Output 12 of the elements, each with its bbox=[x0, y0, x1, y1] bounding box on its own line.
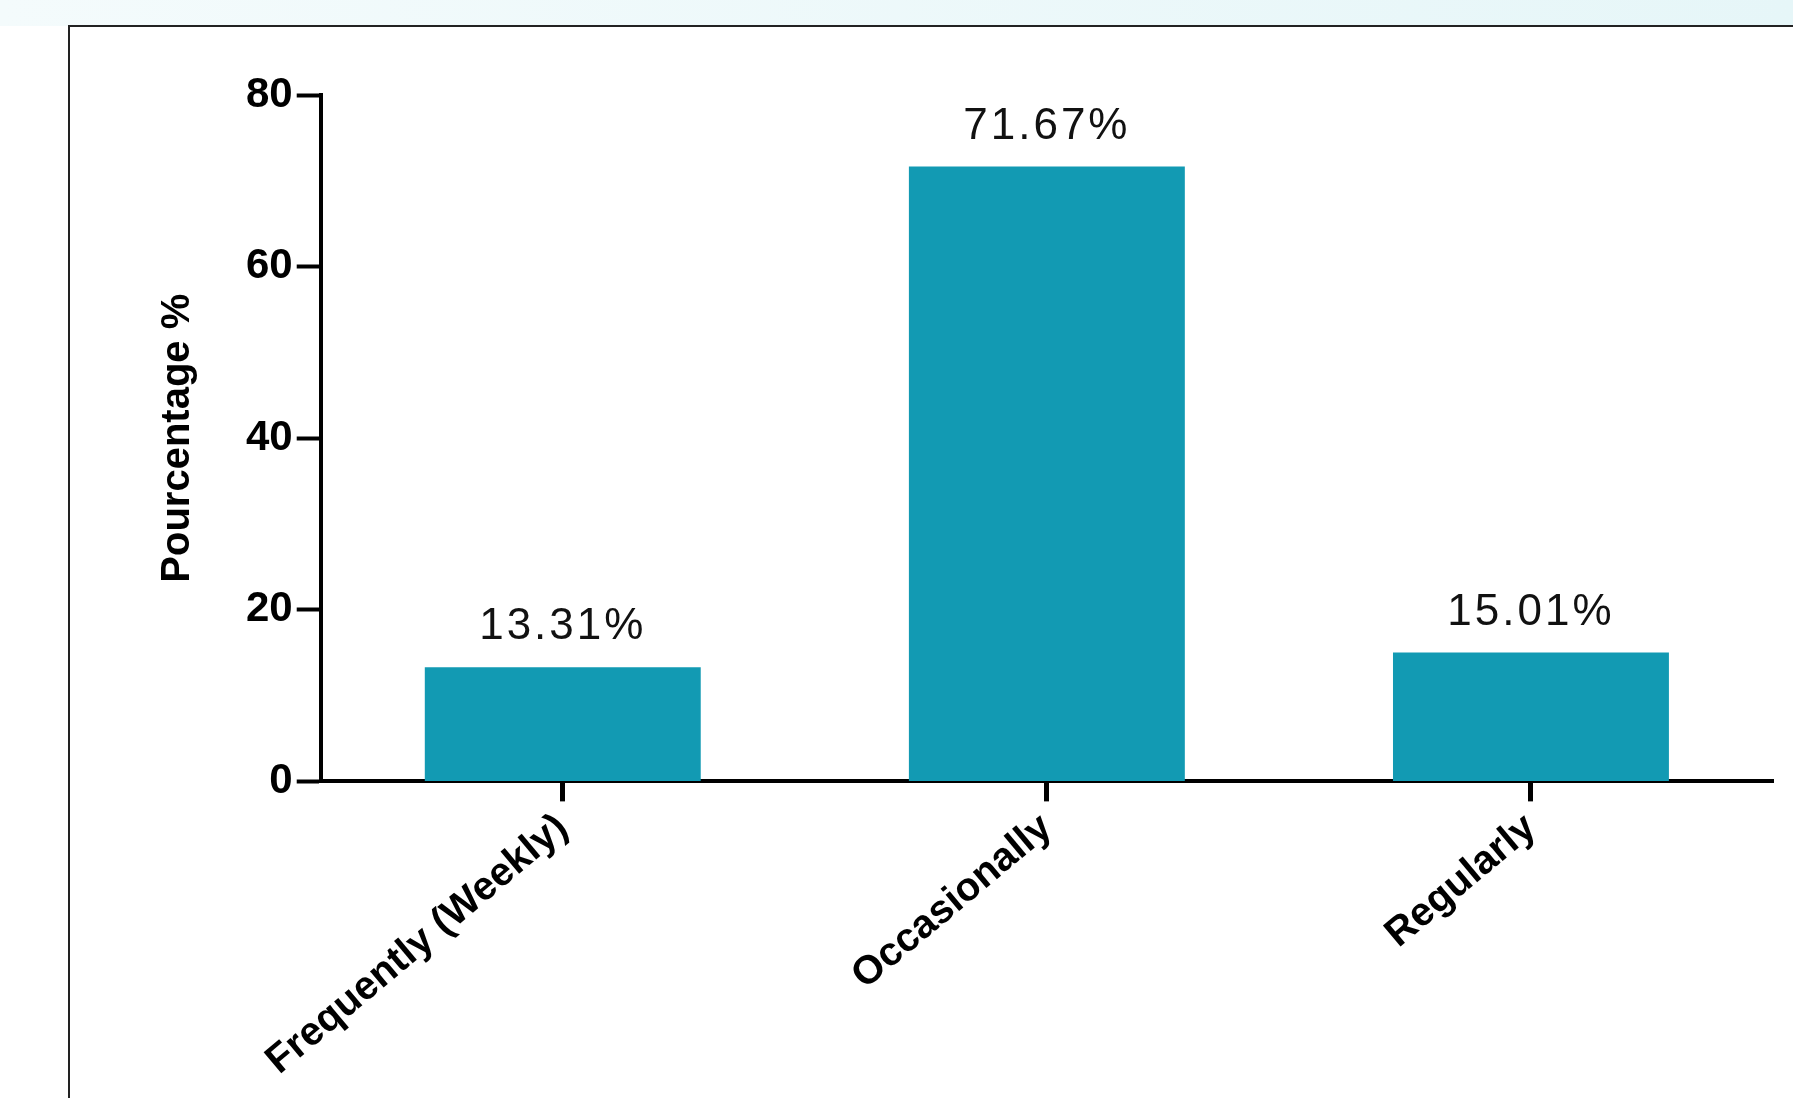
data-label: 13.31% bbox=[479, 599, 647, 649]
y-tick-label: 0 bbox=[269, 754, 293, 802]
y-tick-label: 40 bbox=[246, 411, 293, 459]
bar bbox=[908, 166, 1185, 781]
bar bbox=[1392, 652, 1669, 781]
y-tick-label: 20 bbox=[246, 583, 293, 631]
data-label: 15.01% bbox=[1447, 584, 1615, 634]
y-tick-label: 80 bbox=[246, 68, 293, 116]
y-tick-label: 60 bbox=[246, 240, 293, 288]
data-label: 71.67% bbox=[963, 98, 1131, 148]
bar bbox=[424, 667, 701, 781]
y-axis-title: Pourcentage % bbox=[153, 293, 198, 583]
